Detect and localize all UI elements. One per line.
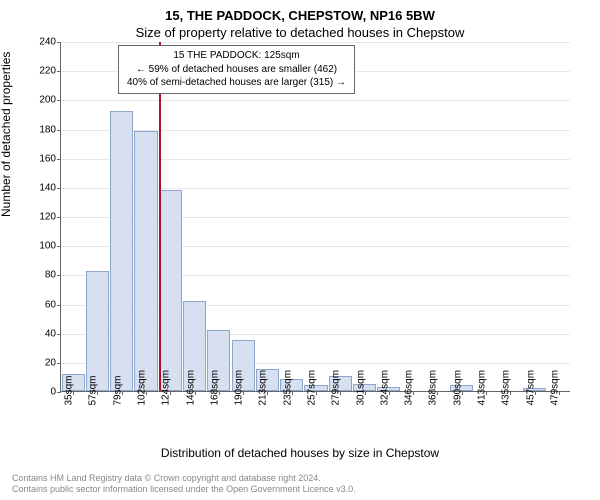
chart-title-sub: Size of property relative to detached ho…	[0, 25, 600, 40]
bar	[86, 271, 109, 391]
y-axis-label: Number of detached properties	[0, 52, 13, 217]
ytick-label: 120	[36, 212, 56, 223]
legend-line3: 40% of semi-detached houses are larger (…	[127, 76, 346, 90]
ytick-mark	[57, 159, 61, 160]
ytick-label: 240	[36, 37, 56, 48]
legend-box: 15 THE PADDOCK: 125sqm ← 59% of detached…	[118, 45, 355, 94]
ytick-label: 220	[36, 66, 56, 77]
ytick-mark	[57, 217, 61, 218]
ytick-label: 20	[36, 357, 56, 368]
ytick-mark	[57, 188, 61, 189]
legend-line2: ← 59% of detached houses are smaller (46…	[127, 63, 346, 77]
ytick-label: 80	[36, 270, 56, 281]
ytick-label: 200	[36, 95, 56, 106]
ytick-label: 180	[36, 124, 56, 135]
bar	[134, 131, 157, 391]
ytick-mark	[57, 275, 61, 276]
ytick-label: 40	[36, 328, 56, 339]
ytick-mark	[57, 305, 61, 306]
ytick-label: 60	[36, 299, 56, 310]
ytick-mark	[57, 42, 61, 43]
ytick-mark	[57, 71, 61, 72]
ytick-mark	[57, 100, 61, 101]
reference-line	[159, 42, 161, 391]
ytick-mark	[57, 334, 61, 335]
chart-plot-area	[60, 42, 570, 392]
footer-attribution: Contains HM Land Registry data © Crown c…	[12, 473, 588, 496]
gridline	[61, 42, 570, 43]
x-axis-label: Distribution of detached houses by size …	[0, 446, 600, 460]
ytick-label: 140	[36, 182, 56, 193]
ytick-label: 100	[36, 241, 56, 252]
bar	[159, 190, 182, 391]
footer-line1: Contains HM Land Registry data © Crown c…	[12, 473, 588, 485]
ytick-mark	[57, 392, 61, 393]
ytick-mark	[57, 246, 61, 247]
gridline	[61, 100, 570, 101]
ytick-label: 160	[36, 153, 56, 164]
gridline	[61, 130, 570, 131]
ytick-mark	[57, 130, 61, 131]
ytick-mark	[57, 363, 61, 364]
legend-line1: 15 THE PADDOCK: 125sqm	[127, 49, 346, 63]
bar	[110, 111, 133, 391]
footer-line2: Contains public sector information licen…	[12, 484, 588, 496]
chart-title-main: 15, THE PADDOCK, CHEPSTOW, NP16 5BW	[0, 0, 600, 23]
ytick-label: 0	[36, 387, 56, 398]
